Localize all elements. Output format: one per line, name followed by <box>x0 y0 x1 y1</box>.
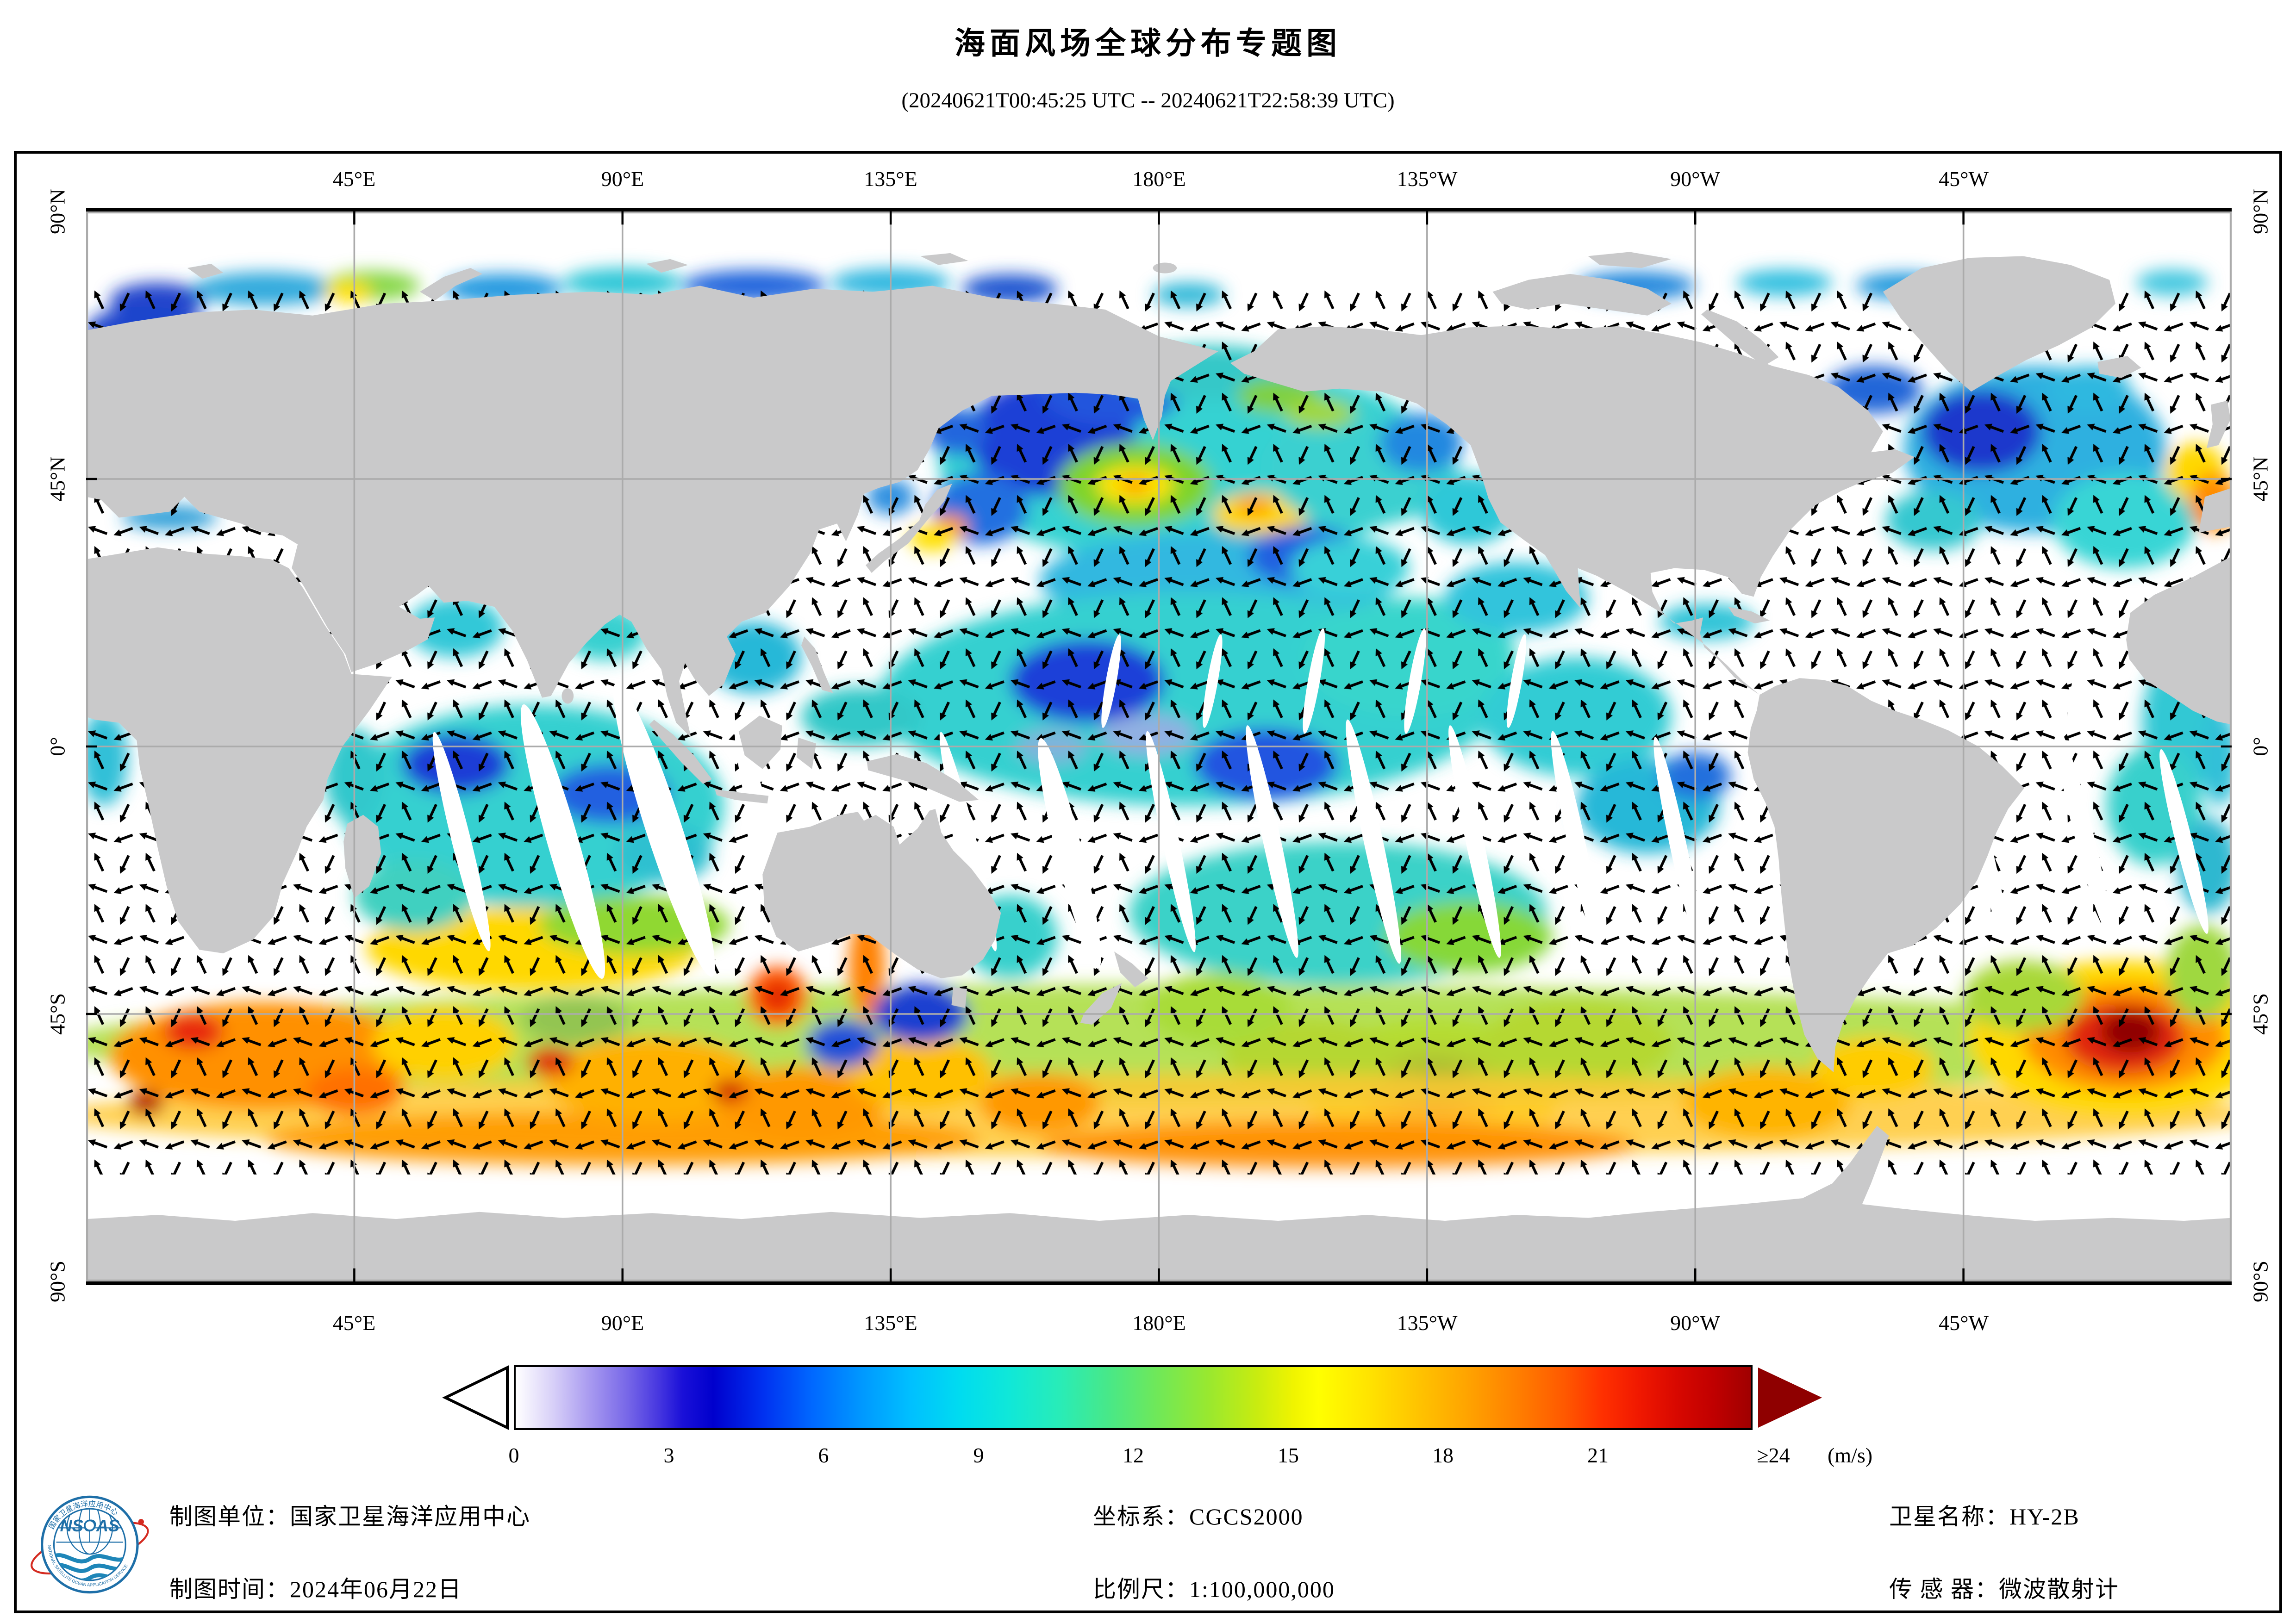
footer-mapping-time: 制图时间：2024年06月22日 <box>169 1576 462 1602</box>
axis-label-left: 0° <box>45 737 69 756</box>
axis-label-right: 0° <box>2248 737 2272 756</box>
land-iberia-edge <box>2199 488 2232 533</box>
axis-label-bottom: 180°E <box>1132 1311 1186 1335</box>
page-title: 海面风场全球分布专题图 <box>955 27 1341 61</box>
land-severnaya-zemlya <box>646 259 688 273</box>
land-tasmania <box>951 987 967 1008</box>
axis-label-right: 45°S <box>2248 993 2272 1035</box>
land-new-guinea <box>867 754 979 802</box>
axis-label-top: 90°E <box>601 167 644 191</box>
land-java <box>715 789 769 804</box>
footer-mapping-unit: 制图单位：国家卫星海洋应用中心 <box>169 1504 530 1530</box>
footer-sensor: 传 感 器：微波散射计 <box>1889 1576 2119 1602</box>
land-australia <box>762 808 1001 978</box>
axis-label-left: 45°N <box>45 456 69 502</box>
footer-coordinate-system: 坐标系：CGCS2000 <box>1093 1504 1304 1530</box>
footer-satellite: 卫星名称：HY-2B <box>1889 1504 2080 1530</box>
map-frame: 45°E 90°E 135°E 180°E 135°W 90°W 45°W 45… <box>14 151 2282 1613</box>
land-eurasia <box>86 286 1219 738</box>
axis-label-top: 135°W <box>1397 167 1458 191</box>
land-sri-lanka <box>562 688 574 704</box>
land-south-america <box>1747 678 2024 1072</box>
colorbar-gradient <box>514 1365 1753 1430</box>
land-philippines <box>801 636 833 693</box>
axis-label-left: 90°S <box>45 1261 69 1302</box>
axis-label-bottom: 45°E <box>332 1311 376 1335</box>
axis-label-right: 90°S <box>2248 1261 2272 1302</box>
land-novaya-zemlya <box>420 268 483 301</box>
axis-label-top: 45°E <box>332 167 376 191</box>
colorbar-tick: 12 <box>1123 1443 1144 1467</box>
land-west-africa-edge <box>2126 556 2232 725</box>
axis-label-top: 90°W <box>1670 167 1720 191</box>
axis-label-top: 180°E <box>1132 167 1186 191</box>
colorbar-tick: 3 <box>663 1443 674 1467</box>
land-borneo <box>738 715 782 769</box>
land-new-siberian-is <box>920 253 968 265</box>
axis-label-bottom: 45°W <box>1939 1311 1989 1335</box>
time-range-subtitle: (20240621T00:45:25 UTC -- 20240621T22:58… <box>901 88 1395 112</box>
world-map-plot <box>86 208 2232 1285</box>
axis-label-left: 90°N <box>45 189 69 234</box>
land-svalbard <box>187 264 224 279</box>
land-greenland <box>1883 256 2115 392</box>
swath-gaps <box>432 628 2209 979</box>
axis-label-bottom: 135°W <box>1397 1311 1458 1335</box>
land-japan <box>866 484 952 573</box>
land-canadian-arctic <box>1588 252 1672 268</box>
axis-label-top: 135°E <box>864 167 917 191</box>
logo-satellite-icon <box>84 1519 96 1531</box>
nsoas-logo: NSOAS 国家卫星海洋应用中心 NATIONAL SATELLITE OCEA… <box>31 1495 149 1594</box>
logo-orbit-satellite-dot <box>138 1519 144 1525</box>
land-baffin <box>1701 309 1779 366</box>
land-new-zealand <box>1114 951 1148 988</box>
land-africa <box>86 547 392 953</box>
axis-label-right: 90°N <box>2248 189 2272 234</box>
footer-scale: 比例尺：1:100,000,000 <box>1093 1576 1335 1602</box>
colorbar-tick: 15 <box>1278 1443 1299 1467</box>
colorbar-tick: 18 <box>1432 1443 1454 1467</box>
land-madagascar <box>343 815 381 898</box>
wind-field-map <box>86 211 2232 1281</box>
land-north-america <box>1230 325 1915 695</box>
axis-label-bottom: 90°W <box>1670 1311 1720 1335</box>
colorbar-left-arrow <box>442 1365 509 1430</box>
axis-label-top: 45°W <box>1939 167 1989 191</box>
land-iceland <box>2097 356 2141 378</box>
colorbar-tick: 21 <box>1587 1443 1609 1467</box>
colorbar-tick: 0 <box>508 1443 519 1467</box>
land-wrangel <box>1153 262 1177 274</box>
land-sumatra <box>649 720 712 784</box>
axis-label-bottom: 135°E <box>864 1311 917 1335</box>
colorbar-right-arrow <box>1758 1368 1822 1428</box>
land-cuba <box>1728 607 1770 624</box>
colorbar-tick: 9 <box>973 1443 984 1467</box>
colorbar-tick: 6 <box>818 1443 829 1467</box>
colorbar-tick: ≥24 <box>1757 1443 1790 1467</box>
colorbar-unit: (m/s) <box>1828 1443 1873 1467</box>
axis-label-left: 45°S <box>45 993 69 1035</box>
axis-label-bottom: 90°E <box>601 1311 644 1335</box>
land-uk <box>2206 400 2231 448</box>
axis-label-right: 45°N <box>2248 456 2272 502</box>
axis-ticks <box>86 211 2232 1281</box>
land-canadian-arctic <box>1492 274 1672 316</box>
land-sulawesi <box>796 737 817 769</box>
